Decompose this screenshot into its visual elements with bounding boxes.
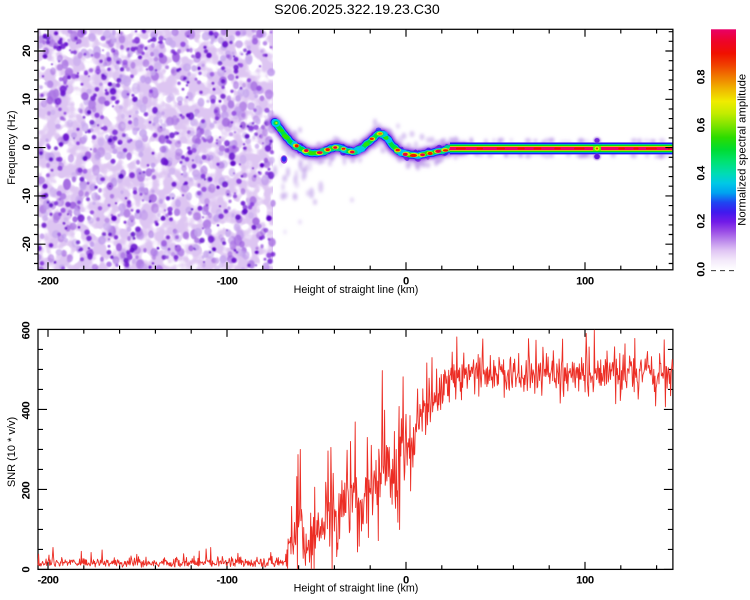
- svg-text:20: 20: [21, 45, 33, 57]
- svg-text:Frequency (Hz): Frequency (Hz): [6, 110, 18, 184]
- svg-text:100: 100: [576, 276, 594, 288]
- svg-text:0.2: 0.2: [696, 214, 708, 229]
- svg-text:-20: -20: [21, 237, 33, 252]
- svg-text:10: 10: [21, 93, 33, 105]
- svg-text:0.4: 0.4: [696, 165, 708, 181]
- svg-text:SNR (10 * v/v): SNR (10 * v/v): [6, 417, 18, 487]
- svg-text:-100: -100: [216, 574, 237, 586]
- svg-text:0: 0: [403, 574, 409, 586]
- svg-text:400: 400: [21, 402, 33, 420]
- svg-text:Height of straight line (km): Height of straight line (km): [294, 583, 419, 595]
- svg-text:100: 100: [576, 574, 594, 586]
- svg-text:S206.2025.322.19.23.C30: S206.2025.322.19.23.C30: [274, 2, 440, 18]
- svg-text:Normalized spectral amplitude: Normalized spectral amplitude: [737, 74, 749, 226]
- svg-text:200: 200: [21, 482, 33, 500]
- svg-text:0: 0: [21, 145, 33, 151]
- svg-text:0: 0: [403, 276, 409, 288]
- svg-text:Height of straight line (km): Height of straight line (km): [294, 284, 419, 296]
- svg-text:0.0: 0.0: [696, 262, 708, 277]
- svg-text:-10: -10: [21, 188, 33, 203]
- svg-text:600: 600: [21, 322, 33, 340]
- svg-text:0.6: 0.6: [696, 118, 708, 133]
- svg-text:-200: -200: [37, 574, 58, 586]
- svg-text:0: 0: [21, 567, 33, 573]
- svg-text:0.8: 0.8: [696, 70, 708, 85]
- svg-text:-200: -200: [37, 276, 58, 288]
- svg-text:-100: -100: [216, 276, 237, 288]
